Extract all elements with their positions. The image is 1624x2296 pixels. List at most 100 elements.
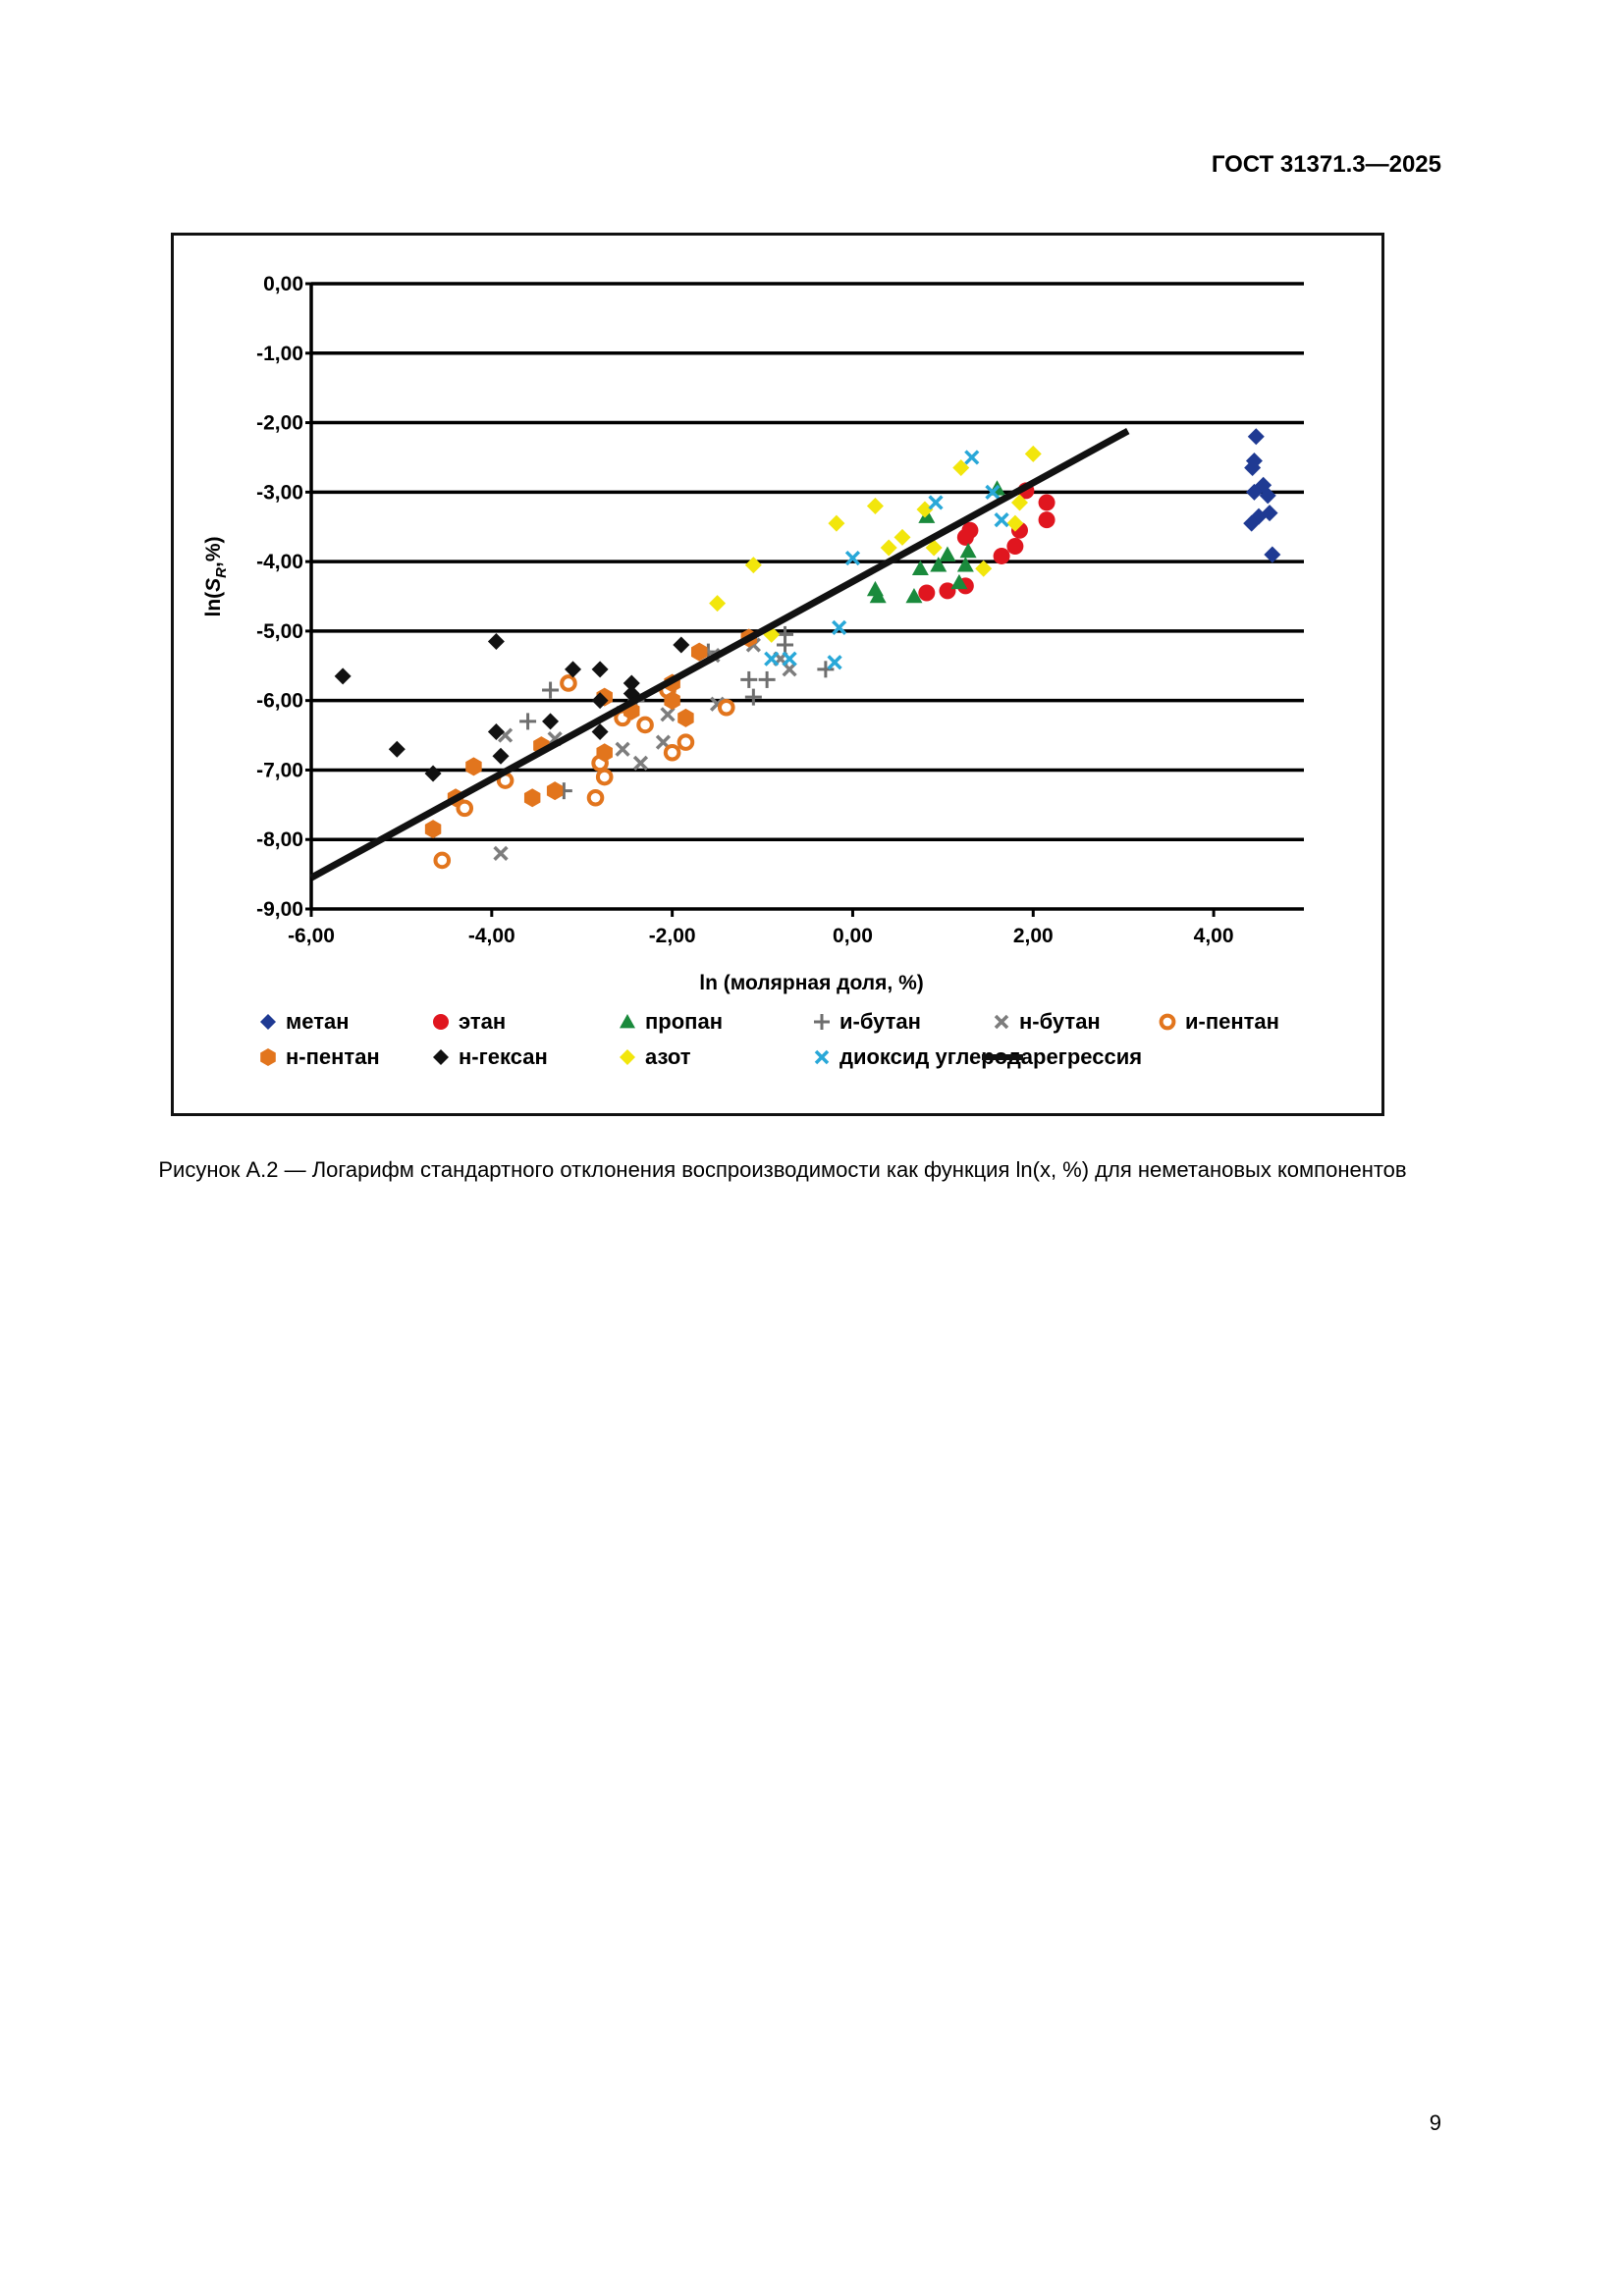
data-point xyxy=(939,582,956,600)
page-number: 9 xyxy=(1429,2110,1441,2135)
legend-item: н-бутан xyxy=(994,1009,1101,1034)
y-tick-label: -3,00 xyxy=(256,481,303,504)
data-point xyxy=(1243,514,1261,532)
data-point xyxy=(596,743,613,763)
series-0 xyxy=(1243,428,1281,563)
x-tick-label: -6,00 xyxy=(288,925,335,947)
legend-marker xyxy=(620,1014,635,1029)
data-point xyxy=(950,573,968,590)
legend-marker xyxy=(260,1048,276,1066)
data-point xyxy=(636,716,654,734)
data-point xyxy=(1244,459,1262,477)
grid-lines xyxy=(311,282,1304,911)
data-point xyxy=(456,799,474,818)
data-point xyxy=(844,550,861,566)
y-tick-label: -6,00 xyxy=(256,690,303,713)
legend-item: н-гексан xyxy=(433,1044,548,1069)
y-tick-label: -2,00 xyxy=(256,412,303,435)
legend-label: этан xyxy=(459,1009,506,1034)
data-point xyxy=(918,584,936,602)
legend-marker xyxy=(620,1049,635,1065)
data-point xyxy=(985,484,1001,500)
legend-label: азот xyxy=(645,1044,691,1069)
legend-marker xyxy=(433,1049,449,1065)
data-point xyxy=(673,636,690,654)
y-axis-title: ln(SR,%) xyxy=(202,536,230,616)
legend-item: азот xyxy=(620,1044,691,1069)
data-point xyxy=(523,788,541,808)
data-point xyxy=(433,851,452,870)
legend-label: н-гексан xyxy=(459,1044,548,1069)
data-point xyxy=(893,528,911,546)
data-point xyxy=(493,845,509,861)
data-point xyxy=(660,707,676,722)
data-point xyxy=(542,681,560,699)
data-point xyxy=(1010,494,1028,511)
data-point xyxy=(782,651,797,667)
legend-marker xyxy=(1159,1013,1176,1031)
data-point xyxy=(709,595,727,613)
legend-marker xyxy=(994,1014,1009,1030)
data-point xyxy=(866,497,884,514)
data-point xyxy=(591,723,609,741)
data-point xyxy=(817,661,835,678)
data-point xyxy=(487,723,505,741)
data-point xyxy=(388,740,406,758)
tick-labels: 0,00 -1,00 -2,00 -3,00 -4,00 -5,00 -6,00 -7,00 -… xyxy=(256,273,1233,947)
data-point xyxy=(1038,511,1056,529)
data-point xyxy=(993,547,1010,564)
data-point xyxy=(1024,445,1042,462)
data-point xyxy=(928,495,944,510)
data-point xyxy=(591,692,609,710)
data-point xyxy=(492,747,510,765)
series-8 xyxy=(709,445,1042,643)
data-point xyxy=(827,655,842,670)
data-point xyxy=(744,688,762,706)
data-point xyxy=(632,755,649,771)
legend-label: регрессия xyxy=(1033,1044,1142,1069)
data-point xyxy=(424,820,442,839)
data-point xyxy=(615,741,630,757)
data-point xyxy=(994,512,1009,528)
x-axis-title: ln (молярная доля, %) xyxy=(699,972,924,994)
figure-caption: Рисунок А.2 — Логарифм стандартного откл… xyxy=(158,1157,1407,1182)
data-point xyxy=(591,661,609,678)
legend-label: н-бутан xyxy=(1019,1009,1101,1034)
data-point xyxy=(677,733,695,751)
data-point xyxy=(424,765,442,782)
data-point xyxy=(763,625,781,643)
data-point xyxy=(905,588,923,604)
y-axis-title-subscript: R xyxy=(213,567,230,578)
data-point xyxy=(1038,494,1056,511)
y-tick-label: -4,00 xyxy=(256,551,303,573)
data-point xyxy=(939,546,956,561)
series-3 xyxy=(519,625,835,800)
data-point xyxy=(677,708,694,727)
legend-label: пропан xyxy=(645,1009,723,1034)
y-tick-label: -7,00 xyxy=(256,759,303,781)
legend-marker xyxy=(260,1014,276,1030)
y-tick-label: -8,00 xyxy=(256,828,303,851)
legend-label: н-пентан xyxy=(286,1044,380,1069)
data-point xyxy=(595,768,614,786)
legend-item: этан xyxy=(433,1009,506,1034)
y-axis-title-symbol: S xyxy=(202,578,225,592)
data-point xyxy=(959,542,977,559)
y-tick-label: 0,00 xyxy=(263,273,303,295)
data-point xyxy=(565,661,582,678)
data-point xyxy=(546,781,564,801)
data-point xyxy=(487,633,505,651)
y-axis-title-suffix: ,%) xyxy=(202,536,225,567)
data-point xyxy=(956,557,974,572)
axes xyxy=(305,282,1216,917)
data-point xyxy=(975,560,993,577)
document-header: ГОСТ 31371.3—2025 xyxy=(1211,151,1441,178)
y-axis-title-prefix: ln( xyxy=(202,592,225,617)
legend: метан этан пропан и-бутан н-бутан и-пентан н-п… xyxy=(260,1009,1279,1069)
data-point xyxy=(542,713,560,730)
legend-item: и-бутан xyxy=(814,1009,921,1034)
data-point xyxy=(1006,514,1024,532)
data-point xyxy=(911,560,929,575)
chart-frame: 0,00 -1,00 -2,00 -3,00 -4,00 -5,00 -6,00 -7,00 -… xyxy=(171,233,1384,1116)
legend-item: и-пентан xyxy=(1159,1009,1279,1034)
